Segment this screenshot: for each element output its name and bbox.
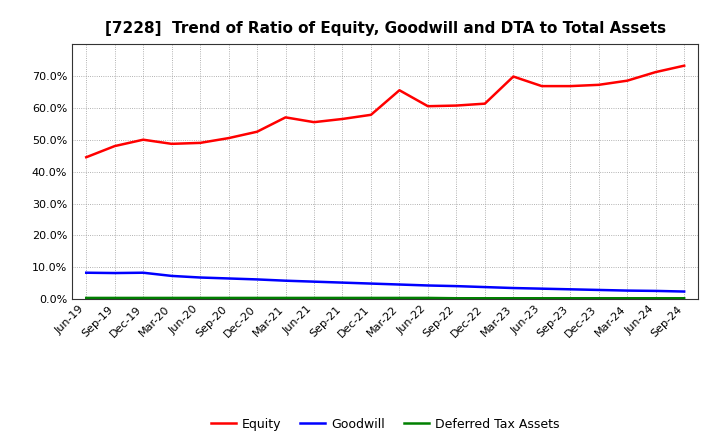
Equity <box>110 143 119 149</box>
Goodwill <box>310 279 318 284</box>
Equity <box>480 101 489 106</box>
Deferred Tax Assets <box>338 295 347 301</box>
Deferred Tax Assets <box>623 296 631 301</box>
Deferred Tax Assets <box>82 295 91 301</box>
Goodwill <box>82 270 91 275</box>
Legend: Equity, Goodwill, Deferred Tax Assets: Equity, Goodwill, Deferred Tax Assets <box>206 413 564 436</box>
Equity <box>537 84 546 89</box>
Deferred Tax Assets <box>253 295 261 301</box>
Equity <box>452 103 461 108</box>
Deferred Tax Assets <box>366 295 375 301</box>
Equity <box>566 84 575 89</box>
Goodwill <box>452 283 461 289</box>
Equity <box>338 116 347 121</box>
Goodwill <box>282 278 290 283</box>
Goodwill <box>595 287 603 293</box>
Equity <box>509 74 518 79</box>
Line: Equity: Equity <box>86 66 684 157</box>
Deferred Tax Assets <box>480 296 489 301</box>
Deferred Tax Assets <box>452 296 461 301</box>
Deferred Tax Assets <box>196 295 204 301</box>
Goodwill <box>366 281 375 286</box>
Deferred Tax Assets <box>680 296 688 301</box>
Goodwill <box>139 270 148 275</box>
Goodwill <box>480 284 489 290</box>
Line: Goodwill: Goodwill <box>86 273 684 292</box>
Deferred Tax Assets <box>537 296 546 301</box>
Equity <box>366 112 375 117</box>
Goodwill <box>537 286 546 291</box>
Equity <box>139 137 148 142</box>
Deferred Tax Assets <box>395 295 404 301</box>
Equity <box>595 82 603 88</box>
Goodwill <box>225 276 233 281</box>
Equity <box>167 141 176 147</box>
Title: [7228]  Trend of Ratio of Equity, Goodwill and DTA to Total Assets: [7228] Trend of Ratio of Equity, Goodwil… <box>104 21 666 36</box>
Deferred Tax Assets <box>167 295 176 301</box>
Equity <box>225 136 233 141</box>
Equity <box>423 103 432 109</box>
Deferred Tax Assets <box>139 295 148 301</box>
Goodwill <box>680 289 688 294</box>
Deferred Tax Assets <box>310 295 318 301</box>
Equity <box>395 88 404 93</box>
Goodwill <box>423 283 432 288</box>
Deferred Tax Assets <box>225 295 233 301</box>
Goodwill <box>566 287 575 292</box>
Goodwill <box>652 288 660 293</box>
Equity <box>196 140 204 146</box>
Deferred Tax Assets <box>566 296 575 301</box>
Equity <box>680 63 688 68</box>
Equity <box>253 129 261 134</box>
Goodwill <box>167 273 176 279</box>
Goodwill <box>196 275 204 280</box>
Goodwill <box>110 271 119 276</box>
Deferred Tax Assets <box>509 296 518 301</box>
Equity <box>652 70 660 75</box>
Equity <box>282 115 290 120</box>
Deferred Tax Assets <box>652 296 660 301</box>
Equity <box>310 120 318 125</box>
Equity <box>623 78 631 83</box>
Goodwill <box>338 280 347 285</box>
Equity <box>82 154 91 160</box>
Deferred Tax Assets <box>110 295 119 301</box>
Deferred Tax Assets <box>282 295 290 301</box>
Deferred Tax Assets <box>423 295 432 301</box>
Goodwill <box>253 277 261 282</box>
Goodwill <box>623 288 631 293</box>
Goodwill <box>509 286 518 291</box>
Deferred Tax Assets <box>595 296 603 301</box>
Goodwill <box>395 282 404 287</box>
